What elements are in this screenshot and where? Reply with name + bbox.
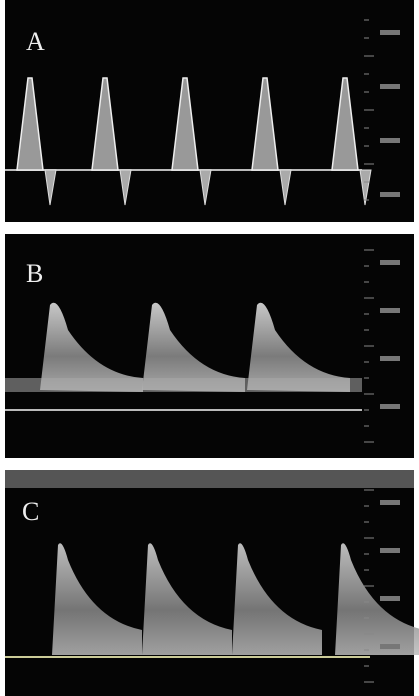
scale-label — [380, 644, 400, 649]
doppler-figure: A B C — [0, 0, 419, 696]
scale-label — [380, 404, 400, 409]
panel-label: C — [22, 497, 39, 526]
panel-a-bg — [5, 0, 414, 222]
scale-label — [380, 356, 400, 361]
header-strip — [5, 470, 414, 488]
scale-label — [380, 548, 400, 553]
panel-label: B — [26, 259, 43, 288]
scale-label — [380, 138, 400, 143]
panel-label: A — [26, 27, 45, 56]
scale-label — [380, 596, 400, 601]
scale-label — [380, 260, 400, 265]
scale-label — [380, 192, 400, 197]
scale-label — [380, 500, 400, 505]
scale-label — [380, 30, 400, 35]
scale-label — [380, 308, 400, 313]
scale-label — [380, 84, 400, 89]
flow-band — [5, 378, 362, 392]
page: A B C (() => { const data = JSON.parse(d… — [0, 0, 419, 696]
